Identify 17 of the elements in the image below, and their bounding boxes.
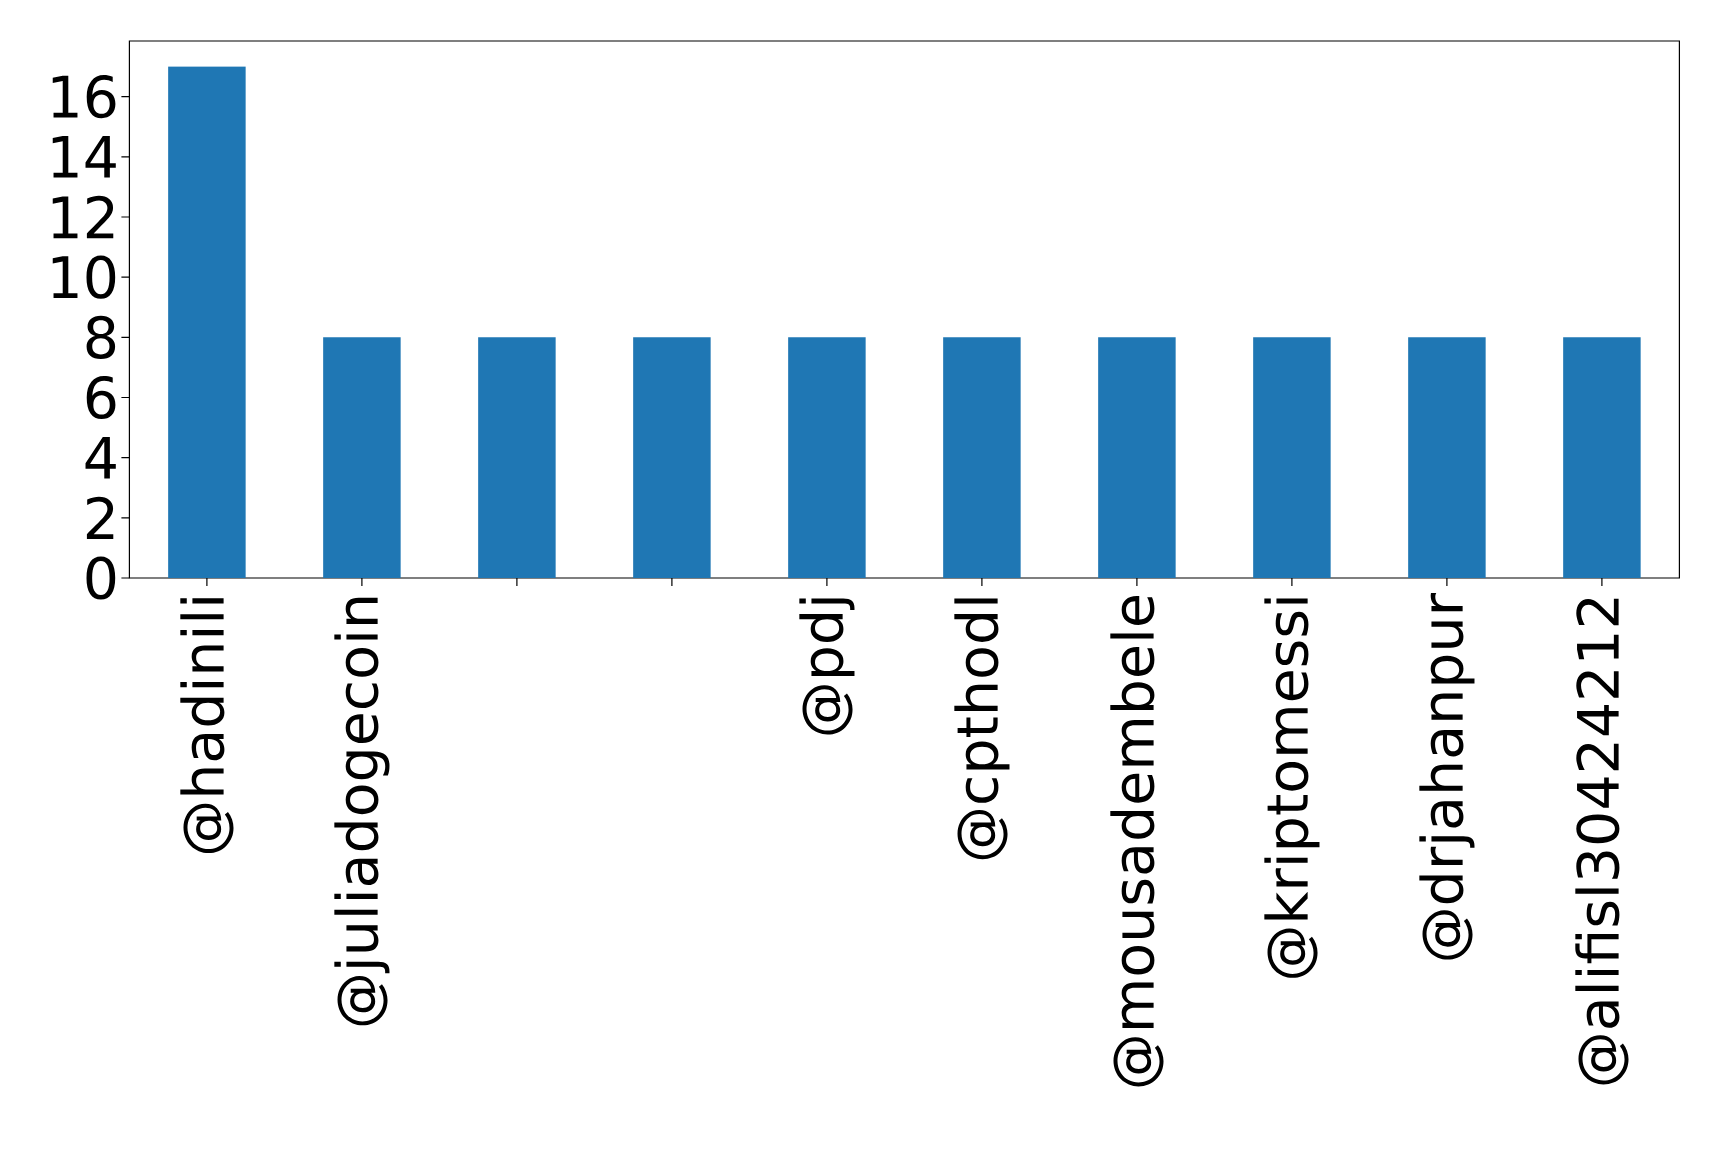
x-tick-label: @cpthodl (954, 598, 1010, 860)
x-tick-label: @juliadogecoin (334, 597, 390, 1026)
y-tick-label: 0 (86, 556, 116, 600)
x-tick-label: @pdj (799, 598, 855, 735)
y-tick-label: 16 (52, 75, 116, 119)
y-tick-label: 10 (52, 255, 116, 299)
x-tick-label: @kriptomessi (1264, 598, 1320, 978)
y-tick-label: 12 (52, 195, 114, 239)
y-tick-label: 2 (86, 496, 114, 539)
y-tick-label: 14 (52, 136, 116, 178)
x-tick-label: @hadinili (180, 598, 234, 854)
x-tick-label: @mousadembele (1110, 596, 1164, 1087)
y-tick-label: 6 (86, 375, 116, 420)
x-tick-label: @alifisl30424212 (1575, 598, 1629, 1085)
y-tick-label: 4 (85, 436, 116, 479)
x-tick-label: @drjahanpur (1419, 592, 1475, 960)
y-tick-label: 8 (86, 315, 116, 359)
